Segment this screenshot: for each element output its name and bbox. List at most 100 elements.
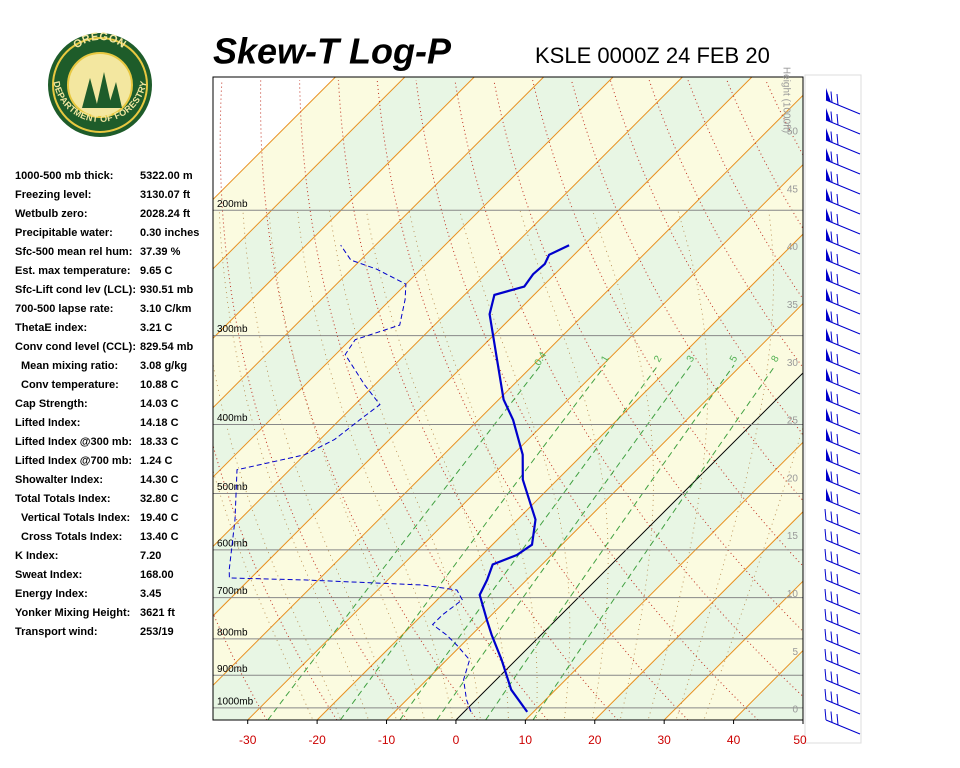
mixing-ratio-line bbox=[485, 364, 735, 720]
mixing-ratio-label: 1 bbox=[599, 354, 612, 365]
moist-adiabat bbox=[459, 210, 571, 720]
moist-adiabat bbox=[268, 210, 425, 720]
barb-tick bbox=[830, 111, 833, 123]
index-label: K Index: bbox=[15, 550, 58, 562]
barb-flag bbox=[826, 108, 831, 122]
barb-tick bbox=[836, 253, 839, 266]
barb-tick bbox=[836, 613, 839, 626]
barb-tick bbox=[830, 611, 833, 623]
barb-tick bbox=[830, 431, 833, 443]
y-tick-label: 300mb bbox=[217, 324, 248, 335]
index-label: Vertical Totals Index: bbox=[21, 512, 130, 524]
isotherm bbox=[213, 77, 614, 478]
barb-tick bbox=[830, 271, 833, 283]
mixing-ratio-line bbox=[267, 364, 542, 720]
y-tick-label: 1000mb bbox=[217, 697, 254, 708]
barb-tick bbox=[836, 373, 839, 386]
mixing-ratio-label: 5 bbox=[728, 354, 741, 365]
barb-tick bbox=[836, 573, 839, 586]
barb-tick bbox=[824, 548, 827, 561]
barb-tick bbox=[836, 233, 839, 246]
mixing-ratio-line bbox=[532, 364, 776, 720]
barb-tick bbox=[824, 528, 827, 541]
barb-tick bbox=[836, 393, 839, 406]
barb-tick bbox=[836, 453, 839, 466]
barb-flag bbox=[826, 468, 831, 482]
index-value: 13.40 C bbox=[140, 531, 179, 543]
barb-tick bbox=[830, 531, 833, 543]
index-value: 3.21 C bbox=[140, 322, 172, 334]
height-tick-label: 35 bbox=[787, 300, 799, 311]
mixing-ratio-label: 8 bbox=[770, 354, 783, 365]
barb-tick bbox=[836, 213, 839, 226]
index-value: 168.00 bbox=[140, 569, 174, 581]
logo-border bbox=[52, 37, 148, 133]
y-tick-label: 200mb bbox=[217, 199, 248, 210]
index-label: Lifted Index @700 mb: bbox=[15, 455, 132, 467]
barb-tick bbox=[830, 371, 833, 383]
barb-tick bbox=[830, 311, 833, 323]
index-value: 32.80 C bbox=[140, 493, 179, 505]
height-tick-label: 0 bbox=[792, 705, 798, 716]
index-value: 3621 ft bbox=[140, 607, 175, 619]
logo: OREGON DEPARTMENT OF FORESTRY bbox=[48, 31, 152, 137]
index-value: 253/19 bbox=[140, 626, 174, 638]
height-tick-label: 25 bbox=[787, 416, 799, 427]
index-value: 14.18 C bbox=[140, 417, 179, 429]
barb-tick bbox=[824, 568, 827, 581]
barb-tick bbox=[830, 711, 833, 723]
dry-adiabat bbox=[260, 79, 478, 720]
x-tick-label: -20 bbox=[308, 733, 326, 747]
index-label: Total Totals Index: bbox=[15, 493, 111, 505]
index-value: 2028.24 ft bbox=[140, 208, 190, 220]
barb-tick bbox=[824, 708, 827, 721]
index-label: Wetbulb zero: bbox=[15, 208, 88, 220]
x-tick-label: -10 bbox=[378, 733, 396, 747]
index-value: 3130.07 ft bbox=[140, 189, 190, 201]
index-label: ThetaE index: bbox=[15, 322, 87, 334]
barb-tick bbox=[836, 173, 839, 186]
barb-tick bbox=[830, 511, 833, 523]
barb-tick bbox=[830, 691, 833, 703]
index-label: Freezing level: bbox=[15, 189, 91, 201]
barb-tick bbox=[836, 153, 839, 166]
index-label: Est. max temperature: bbox=[15, 265, 131, 277]
barb-tick bbox=[836, 713, 839, 726]
barb-tick bbox=[824, 688, 827, 701]
barb-staff bbox=[825, 719, 861, 735]
isotherm bbox=[524, 441, 803, 720]
barb-tick bbox=[830, 471, 833, 483]
barb-tick bbox=[830, 351, 833, 363]
index-label: Yonker Mixing Height: bbox=[15, 607, 130, 619]
barb-tick bbox=[830, 291, 833, 303]
height-tick-label: 20 bbox=[787, 473, 799, 484]
logo-trees bbox=[82, 72, 122, 108]
isotherm bbox=[213, 94, 803, 687]
mixing-ratio-line bbox=[339, 364, 606, 720]
x-tick-label: -30 bbox=[239, 733, 257, 747]
barb-tick bbox=[836, 493, 839, 506]
isotherm bbox=[213, 77, 406, 270]
index-value: 3.45 bbox=[140, 588, 161, 600]
barb-flag bbox=[826, 428, 831, 442]
index-value: 5322.00 m bbox=[140, 170, 193, 182]
y-tick-label: 400mb bbox=[217, 413, 248, 424]
index-value: 1.24 C bbox=[140, 455, 172, 467]
x-tick-label: 40 bbox=[727, 733, 741, 747]
barb-tick bbox=[836, 653, 839, 666]
barb-flag bbox=[826, 168, 831, 182]
index-value: 930.51 mb bbox=[140, 284, 193, 296]
barb-tick bbox=[830, 251, 833, 263]
barb-flag bbox=[826, 388, 831, 402]
barb-tick bbox=[836, 193, 839, 206]
barb-tick bbox=[830, 91, 833, 103]
index-value: 3.08 g/kg bbox=[140, 360, 187, 372]
index-label: Transport wind: bbox=[15, 626, 98, 638]
isotherm bbox=[872, 77, 960, 720]
index-label: Cross Totals Index: bbox=[21, 531, 122, 543]
barb-tick bbox=[830, 491, 833, 503]
isotherm bbox=[455, 372, 803, 720]
wind-barbs bbox=[824, 88, 861, 735]
index-label: Lifted Index @300 mb: bbox=[15, 436, 132, 448]
isotherm bbox=[316, 233, 803, 720]
